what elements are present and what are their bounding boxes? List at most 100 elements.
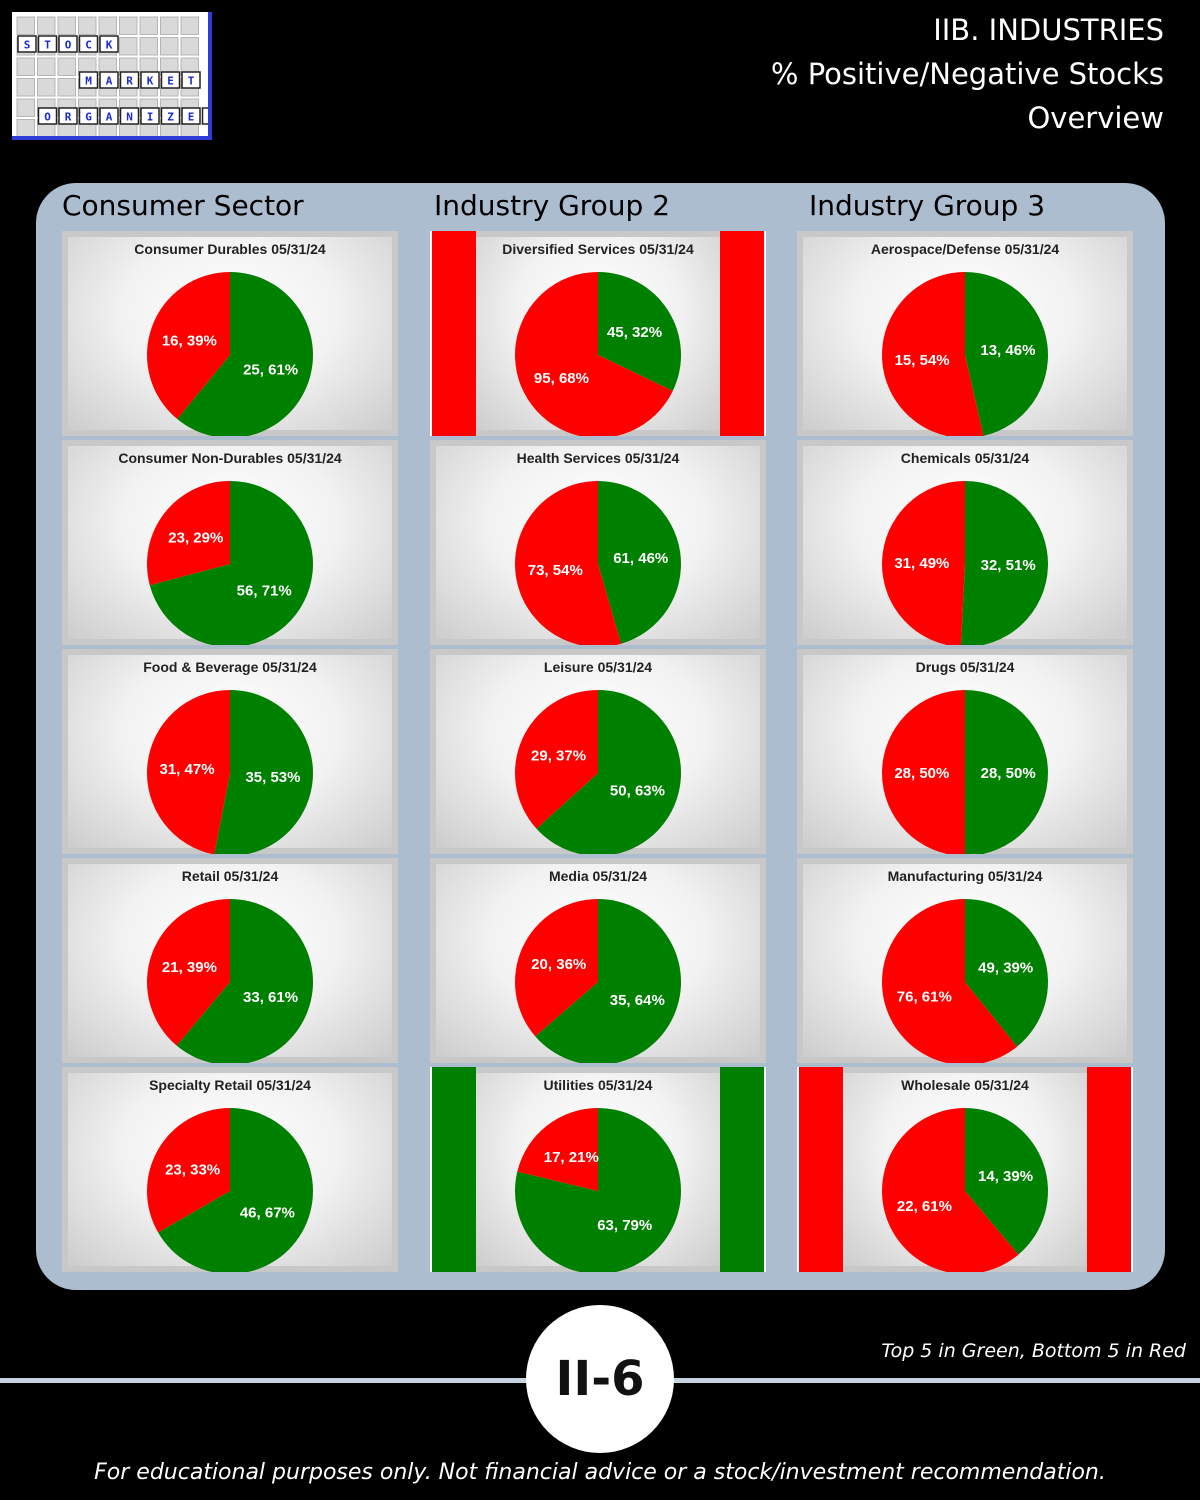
pie-chart: 35, 53% 31, 47% [147, 690, 313, 854]
pie-chart: 50, 63% 29, 37% [515, 690, 681, 854]
svg-text:N: N [126, 111, 133, 124]
header-line-3: Overview [1027, 101, 1164, 135]
positive-data-label: 56, 71% [237, 582, 292, 599]
logo: STOCKMARKETORGANIZER [12, 12, 212, 140]
chart-title: Drugs 05/31/24 [915, 659, 1015, 675]
negative-slice [147, 1108, 230, 1233]
negative-data-label: 21, 39% [162, 959, 217, 976]
chart-title: Diversified Services 05/31/24 [502, 241, 694, 257]
svg-text:R: R [126, 75, 133, 88]
svg-text:A: A [106, 75, 113, 88]
pie-chart: 63, 79% 17, 21% [515, 1108, 681, 1272]
rank-marker-bar-right [1087, 1067, 1131, 1272]
svg-text:S: S [24, 39, 31, 52]
rank-marker-bar-right [720, 1067, 764, 1272]
rank-marker-bar-left [432, 231, 476, 436]
legend-note: Top 5 in Green, Bottom 5 in Red [881, 1340, 1186, 1362]
positive-slice [965, 899, 1048, 1047]
negative-data-label: 31, 49% [894, 555, 949, 572]
positive-slice [515, 1108, 681, 1272]
pie-chart: 14, 39% 22, 61% [882, 1108, 1048, 1272]
negative-slice [515, 690, 598, 829]
pie-chart-card: Leisure 05/31/24 50, 63% 29, 37% [430, 649, 766, 854]
negative-data-label: 31, 47% [160, 761, 215, 778]
chart-title: Specialty Retail 05/31/24 [149, 1077, 311, 1093]
negative-slice [517, 1108, 598, 1191]
rank-marker-bar-left [799, 1067, 843, 1272]
chart-title: Wholesale 05/31/24 [901, 1077, 1029, 1093]
positive-slice [176, 899, 313, 1063]
pie-chart: 46, 67% 23, 33% [147, 1108, 313, 1272]
negative-slice [882, 690, 965, 854]
header-line-2: % Positive/Negative Stocks [770, 57, 1164, 91]
positive-data-label: 46, 67% [240, 1205, 295, 1222]
svg-text:O: O [44, 111, 51, 124]
pie-chart-card: Consumer Durables 05/31/24 25, 61% 16, 39% [62, 231, 398, 436]
svg-text:E: E [167, 75, 174, 88]
positive-data-label: 45, 32% [607, 324, 662, 341]
positive-data-label: 13, 46% [980, 342, 1035, 359]
positive-slice [214, 690, 313, 854]
negative-data-label: 22, 61% [897, 1198, 952, 1215]
positive-slice [965, 690, 1048, 854]
chart-title: Food & Beverage 05/31/24 [143, 659, 317, 675]
negative-data-label: 28, 50% [894, 765, 949, 782]
pie-chart-card: Chemicals 05/31/24 32, 51% 31, 49% [797, 440, 1133, 645]
svg-text:T: T [44, 39, 51, 52]
pie-chart: 13, 46% 15, 54% [882, 272, 1048, 436]
negative-data-label: 23, 33% [165, 1161, 220, 1178]
svg-text:M: M [85, 75, 92, 88]
positive-slice [598, 481, 681, 644]
chart-title: Retail 05/31/24 [181, 868, 279, 884]
negative-data-label: 15, 54% [895, 352, 950, 369]
negative-slice [147, 481, 230, 586]
negative-data-label: 16, 39% [162, 332, 217, 349]
chart-title: Utilities 05/31/24 [543, 1077, 653, 1093]
pie-chart: 25, 61% 16, 39% [147, 272, 313, 436]
negative-slice [882, 481, 965, 645]
negative-slice [147, 272, 230, 420]
positive-data-label: 35, 53% [245, 769, 300, 786]
column-heading-consumer-sector: Consumer Sector [62, 189, 304, 222]
chart-title: Manufacturing 05/31/24 [887, 868, 1043, 884]
pie-chart-card: Retail 05/31/24 33, 61% 21, 39% [62, 858, 398, 1063]
negative-slice [515, 272, 673, 436]
column-heading-industry-group-3: Industry Group 3 [809, 189, 1046, 222]
chart-title: Leisure 05/31/24 [543, 659, 653, 675]
negative-slice [882, 1108, 1019, 1272]
negative-slice [882, 272, 984, 436]
pie-chart: 56, 71% 23, 29% [147, 481, 313, 645]
svg-text:T: T [188, 75, 195, 88]
positive-slice [149, 481, 313, 645]
pie-chart-card: Utilities 05/31/24 63, 79% 17, 21% [430, 1067, 766, 1272]
positive-data-label: 14, 39% [978, 1168, 1033, 1185]
negative-data-label: 20, 36% [531, 956, 586, 973]
logo-word-organizer: ORGANIZER [37, 107, 208, 125]
pie-chart: 35, 64% 20, 36% [515, 899, 681, 1063]
positive-slice [598, 272, 681, 392]
chart-title: Consumer Non-Durables 05/31/24 [118, 450, 342, 466]
positive-slice [965, 272, 1048, 436]
pie-chart-card: Food & Beverage 05/31/24 35, 53% 31, 47% [62, 649, 398, 854]
positive-data-label: 32, 51% [981, 557, 1036, 574]
negative-data-label: 95, 68% [534, 370, 589, 387]
pie-chart: 61, 46% 73, 54% [515, 481, 681, 645]
disclaimer-footer: For educational purposes only. Not finan… [94, 1460, 1106, 1485]
positive-data-label: 61, 46% [613, 550, 668, 567]
pie-chart-card: Specialty Retail 05/31/24 46, 67% 23, 33% [62, 1067, 398, 1272]
svg-text:R: R [65, 111, 72, 124]
svg-text:G: G [85, 111, 92, 124]
negative-slice [515, 481, 622, 645]
negative-data-label: 23, 29% [168, 530, 223, 547]
svg-text:K: K [147, 75, 154, 88]
negative-slice [147, 899, 230, 1046]
positive-slice [177, 272, 313, 436]
negative-data-label: 73, 54% [528, 562, 583, 579]
positive-slice [965, 1108, 1048, 1255]
pie-chart-card: Drugs 05/31/24 28, 50% 28, 50% [797, 649, 1133, 854]
chart-title: Health Services 05/31/24 [516, 450, 680, 466]
positive-data-label: 49, 39% [978, 960, 1033, 977]
pie-chart: 45, 32% 95, 68% [515, 272, 681, 436]
